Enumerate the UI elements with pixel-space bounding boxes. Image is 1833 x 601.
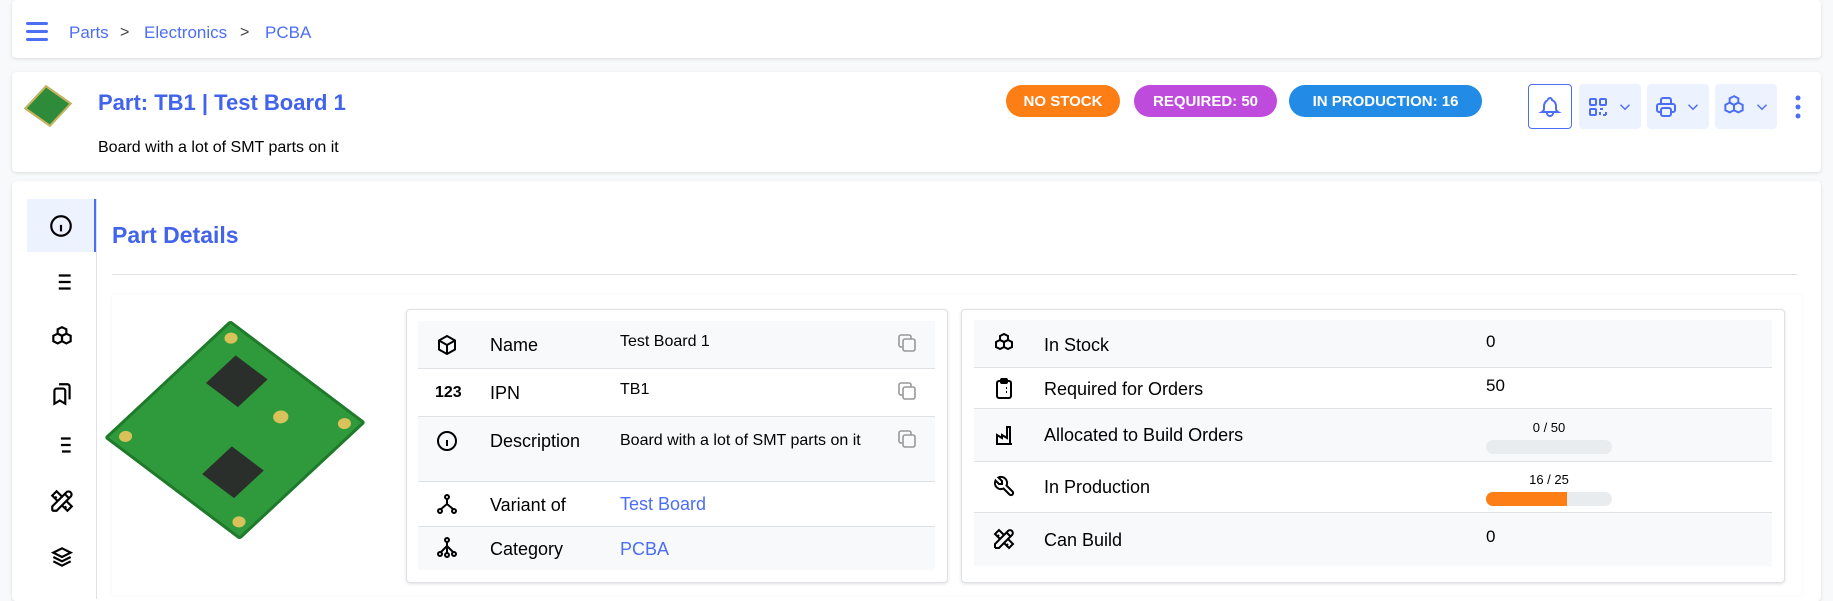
label-variant-of: Variant of [490,495,566,515]
label-can-build: Can Build [1044,530,1123,550]
sitemap-icon [437,537,457,558]
table-row [418,482,935,527]
label-ipn: IPN [490,383,521,403]
tab-build[interactable] [27,474,96,527]
package-icon [438,334,456,356]
link-category[interactable]: PCBA [620,539,670,559]
part-description: Board with a lot of SMT parts on it [98,139,339,156]
chevron-down-icon [1619,103,1631,110]
tools-icon [993,528,1015,550]
chevron-down-icon [1687,103,1699,110]
progress-fill [1486,492,1567,506]
section-title: Part Details [112,222,239,248]
tab-stock[interactable] [27,311,96,364]
copy-icon[interactable] [895,379,919,403]
badge-no-stock: NO STOCK [1006,85,1120,117]
value-required-for-orders: 50 [1486,376,1505,395]
progress-text-allocated: 0 / 50 [1532,420,1566,435]
table-row [418,417,935,482]
label-allocated-build-orders: Allocated to Build Orders [1044,425,1244,445]
section-divider [112,274,1797,275]
label-required-for-orders: Required for Orders [1044,379,1204,399]
list-icon [52,273,71,290]
stock-menu-button[interactable] [1715,84,1777,129]
value-in-stock: 0 [1486,332,1496,351]
value-name: Test Board 1 [620,333,710,350]
table-row [974,320,1772,368]
bell-icon [1538,96,1562,117]
barcode-menu-button[interactable] [1579,84,1641,129]
label-in-production: In Production [1044,477,1151,497]
link-variant-of[interactable]: Test Board [620,494,707,514]
dots-vertical-icon [1795,95,1801,119]
badge-in-production: IN PRODUCTION: 16 [1289,85,1482,117]
tool-icon [993,475,1015,497]
more-actions-button[interactable] [1792,94,1804,120]
breadcrumb-separator: > [240,24,250,41]
table-row [418,527,935,570]
header-bar [12,0,1821,58]
tab-bookmarks[interactable] [27,367,96,420]
copy-icon[interactable] [895,427,919,451]
table-row [974,409,1772,462]
table-row [418,321,935,369]
label-category: Category [490,539,564,559]
info-circle-icon [437,431,457,451]
label-in-stock: In Stock [1044,335,1110,355]
qrcode-icon [1589,97,1607,116]
progress-text-in-production: 16 / 25 [1529,472,1569,487]
tab-parameters[interactable] [27,255,96,308]
stock-icon [995,332,1013,351]
badge-required: REQUIRED: 50 [1134,85,1277,117]
tab-details[interactable] [27,199,96,252]
value-ipn: TB1 [620,381,650,398]
list-details-icon [51,436,71,453]
progress-bar-in-production [1486,492,1612,506]
breadcrumb-separator: > [120,24,130,41]
menu-icon[interactable] [26,22,48,41]
progress-bar-allocated [1486,440,1612,454]
breadcrumb-electronics[interactable]: Electronics [144,23,228,42]
label-name: Name [490,335,539,355]
bookmarks-icon [52,382,71,406]
label-description: Description [490,431,581,451]
versions-icon [437,494,457,514]
table-row [418,369,935,417]
clipboard-list-icon [996,378,1012,399]
part-header [12,72,1821,172]
notifications-button[interactable] [1528,84,1572,129]
info-circle-icon [49,214,72,237]
print-menu-button[interactable] [1647,84,1709,129]
value-can-build: 0 [1486,527,1496,546]
breadcrumb-pcba[interactable]: PCBA [265,23,312,42]
tab-variants[interactable] [27,530,96,583]
numbers-icon: 123 [435,384,462,401]
table-row [974,368,1772,409]
stock-icon [1724,94,1744,114]
stock-icon [51,325,72,345]
part-title: Part: TB1 | Test Board 1 [98,90,346,115]
layers-icon [50,546,73,567]
value-description: Board with a lot of SMT parts on it [620,432,861,449]
building-factory-icon [996,426,1012,445]
copy-icon[interactable] [895,331,919,355]
tab-bom[interactable] [27,418,96,471]
breadcrumb-parts[interactable]: Parts [69,23,109,42]
tools-icon [50,489,73,512]
tabs-divider [96,199,97,599]
table-row [974,462,1772,513]
chevron-down-icon [1756,103,1768,110]
table-row [974,513,1772,566]
printer-icon [1656,96,1676,117]
